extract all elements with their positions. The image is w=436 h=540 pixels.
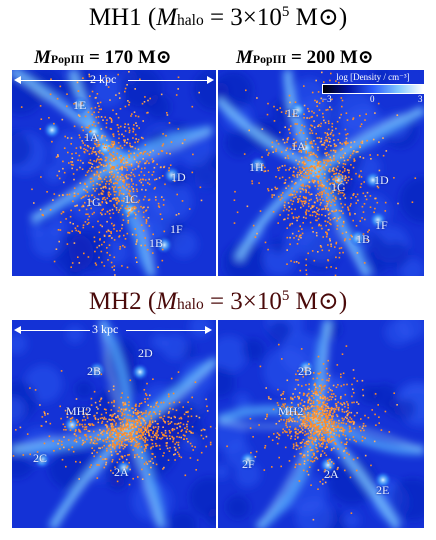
halo-label: 1A (291, 139, 306, 153)
mh1-title: MH1 (Mhalo = 3×105 M⊙) (88, 4, 348, 31)
halo-label: 1B (356, 232, 371, 246)
scale-text-mh1: 2 kpc (90, 72, 117, 86)
halo-label: 2E (376, 483, 390, 497)
halo-label: 2B (298, 364, 313, 378)
halo-label: 1H (249, 160, 264, 174)
halo-label: 1D (374, 173, 389, 187)
colorbar-tick-mid: 0 (370, 94, 375, 104)
halo-label: 1B (149, 236, 164, 250)
halo-label: 1F (170, 222, 183, 236)
halo-label: 1C (124, 192, 139, 206)
colorbar-label: log [Density / cm⁻³] (336, 72, 410, 82)
density-colorbar: log [Density / cm⁻³] −3 0 3 (318, 72, 428, 105)
mh1-panel-right (218, 70, 424, 276)
halo-label: 1E (286, 106, 300, 120)
mass-label-right: MPopIII = 200 M⊙ (236, 47, 374, 68)
halo-label: 2D (138, 346, 153, 360)
mh2-panel-left (12, 320, 216, 528)
halo-label: 1F (375, 218, 388, 232)
halo-label: 1C (331, 180, 346, 194)
halo-label: MH2 (278, 404, 304, 418)
halo-label: 1D (171, 170, 186, 184)
halo-label: MH2 (66, 404, 92, 418)
mh1-panel-left (12, 70, 216, 276)
halo-label: 2F (242, 457, 255, 471)
halo-label: 1E (73, 98, 87, 112)
halo-label: 2B (87, 364, 102, 378)
halo-label: 1G (86, 195, 101, 209)
halo-label: 2A (324, 467, 339, 481)
colorbar-gradient (322, 84, 424, 94)
scale-text-mh2: 3 kpc (92, 322, 119, 336)
mass-label-left: MPopIII = 170 M⊙ (34, 47, 172, 68)
mh2-panel-right (218, 320, 424, 528)
mh2-title: MH2 (Mhalo = 3×105 M⊙) (88, 288, 348, 315)
colorbar-tick-max: 3 (418, 94, 423, 104)
colorbar-tick-min: −3 (322, 94, 332, 104)
halo-label: 1A (84, 130, 99, 144)
halo-label: 2C (33, 451, 48, 465)
halo-label: 2A (114, 465, 129, 479)
